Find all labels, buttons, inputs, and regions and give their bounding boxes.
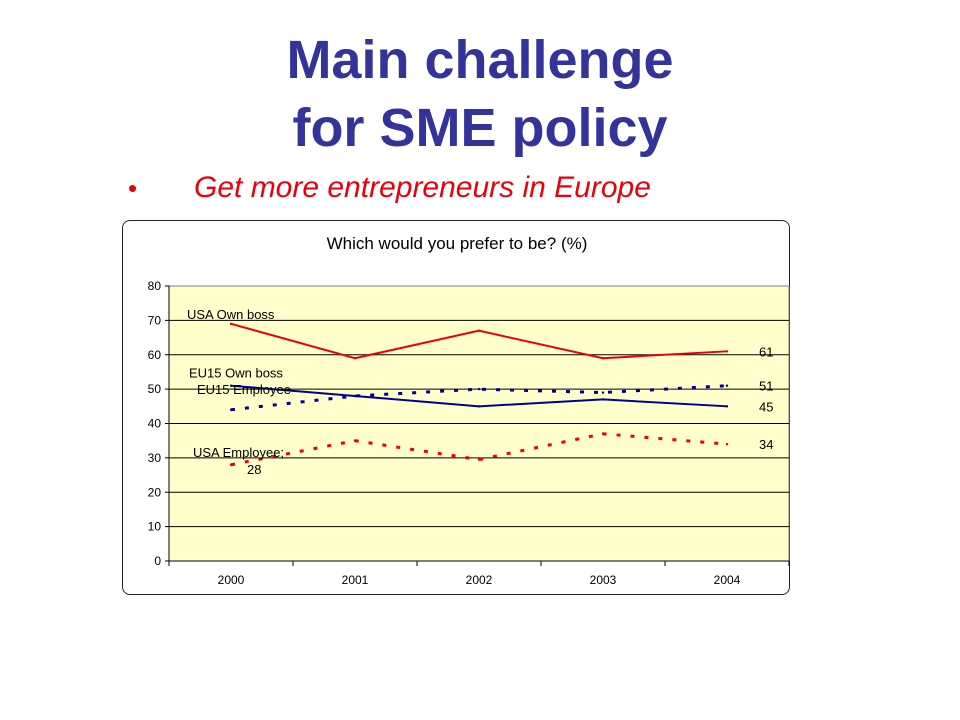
series-annotation: USA Own boss (187, 307, 275, 322)
y-tick-label: 50 (148, 382, 162, 396)
y-tick-label: 30 (148, 451, 162, 465)
y-tick-label: 20 (148, 485, 162, 499)
series-4-point (725, 442, 729, 446)
y-tick-label: 0 (154, 554, 161, 568)
x-axis: 2000 2001 2002 2003 2004 (168, 560, 790, 587)
series-1-point (477, 329, 481, 332)
series-4-point (601, 432, 605, 436)
slide-title-line1: Main challenge (286, 30, 674, 90)
series-annotation: 28 (247, 462, 261, 477)
series-1-point (725, 350, 729, 353)
series-2-point (601, 398, 605, 401)
y-tick-label: 60 (148, 348, 162, 362)
x-tick-label: 2004 (714, 573, 741, 587)
series-3-point (601, 391, 605, 394)
x-tick-label: 2001 (342, 573, 369, 587)
series-layer (229, 322, 729, 467)
x-tick-label: 2003 (590, 573, 617, 587)
y-tick-label: 10 (148, 520, 162, 534)
y-tick-label: 40 (148, 417, 162, 431)
chart-frame: Which would you prefer to be? (%) 0 10 20 3… (122, 220, 790, 595)
series-end-label: 34 (759, 437, 773, 452)
series-2-point (229, 384, 233, 387)
y-tick-label: 70 (148, 313, 162, 327)
series-4-point (477, 458, 481, 461)
series-1-point (353, 356, 357, 360)
series-2-point (477, 405, 481, 408)
x-tick-label: 2002 (466, 573, 493, 587)
series-3-point (477, 387, 481, 391)
series-1-point (229, 322, 233, 326)
series-line-4 (230, 432, 728, 467)
series-3-point (353, 394, 357, 398)
line-chart: Which would you prefer to be? (%) 0 10 20 3… (148, 234, 790, 587)
series-end-label: 61 (759, 344, 773, 359)
series-4-point (229, 463, 233, 466)
series-3-point (229, 408, 233, 411)
series-2-point (725, 405, 729, 408)
x-tick-label: 2000 (218, 573, 245, 587)
series-1-point (601, 356, 605, 360)
series-annotation: EU15 Employee (197, 382, 291, 397)
series-end-label: 51 (759, 379, 773, 394)
series-4-point (353, 439, 357, 442)
y-tick-label: 80 (148, 279, 162, 293)
series-3-point (725, 384, 729, 387)
slide-title-line2: for SME policy (292, 98, 668, 158)
bullet-symbol: • (128, 173, 138, 203)
series-annotation: EU15 Own boss (189, 366, 283, 381)
y-axis: 0 10 20 30 40 50 60 70 80 (148, 279, 170, 568)
series-end-label: 45 (759, 399, 773, 414)
bullet-text: Get more entrepreneurs in Europe (194, 171, 651, 204)
gridlines (169, 319, 789, 528)
chart-title: Which would you prefer to be? (%) (327, 234, 588, 253)
series-annotation: USA Employee; (193, 445, 284, 460)
